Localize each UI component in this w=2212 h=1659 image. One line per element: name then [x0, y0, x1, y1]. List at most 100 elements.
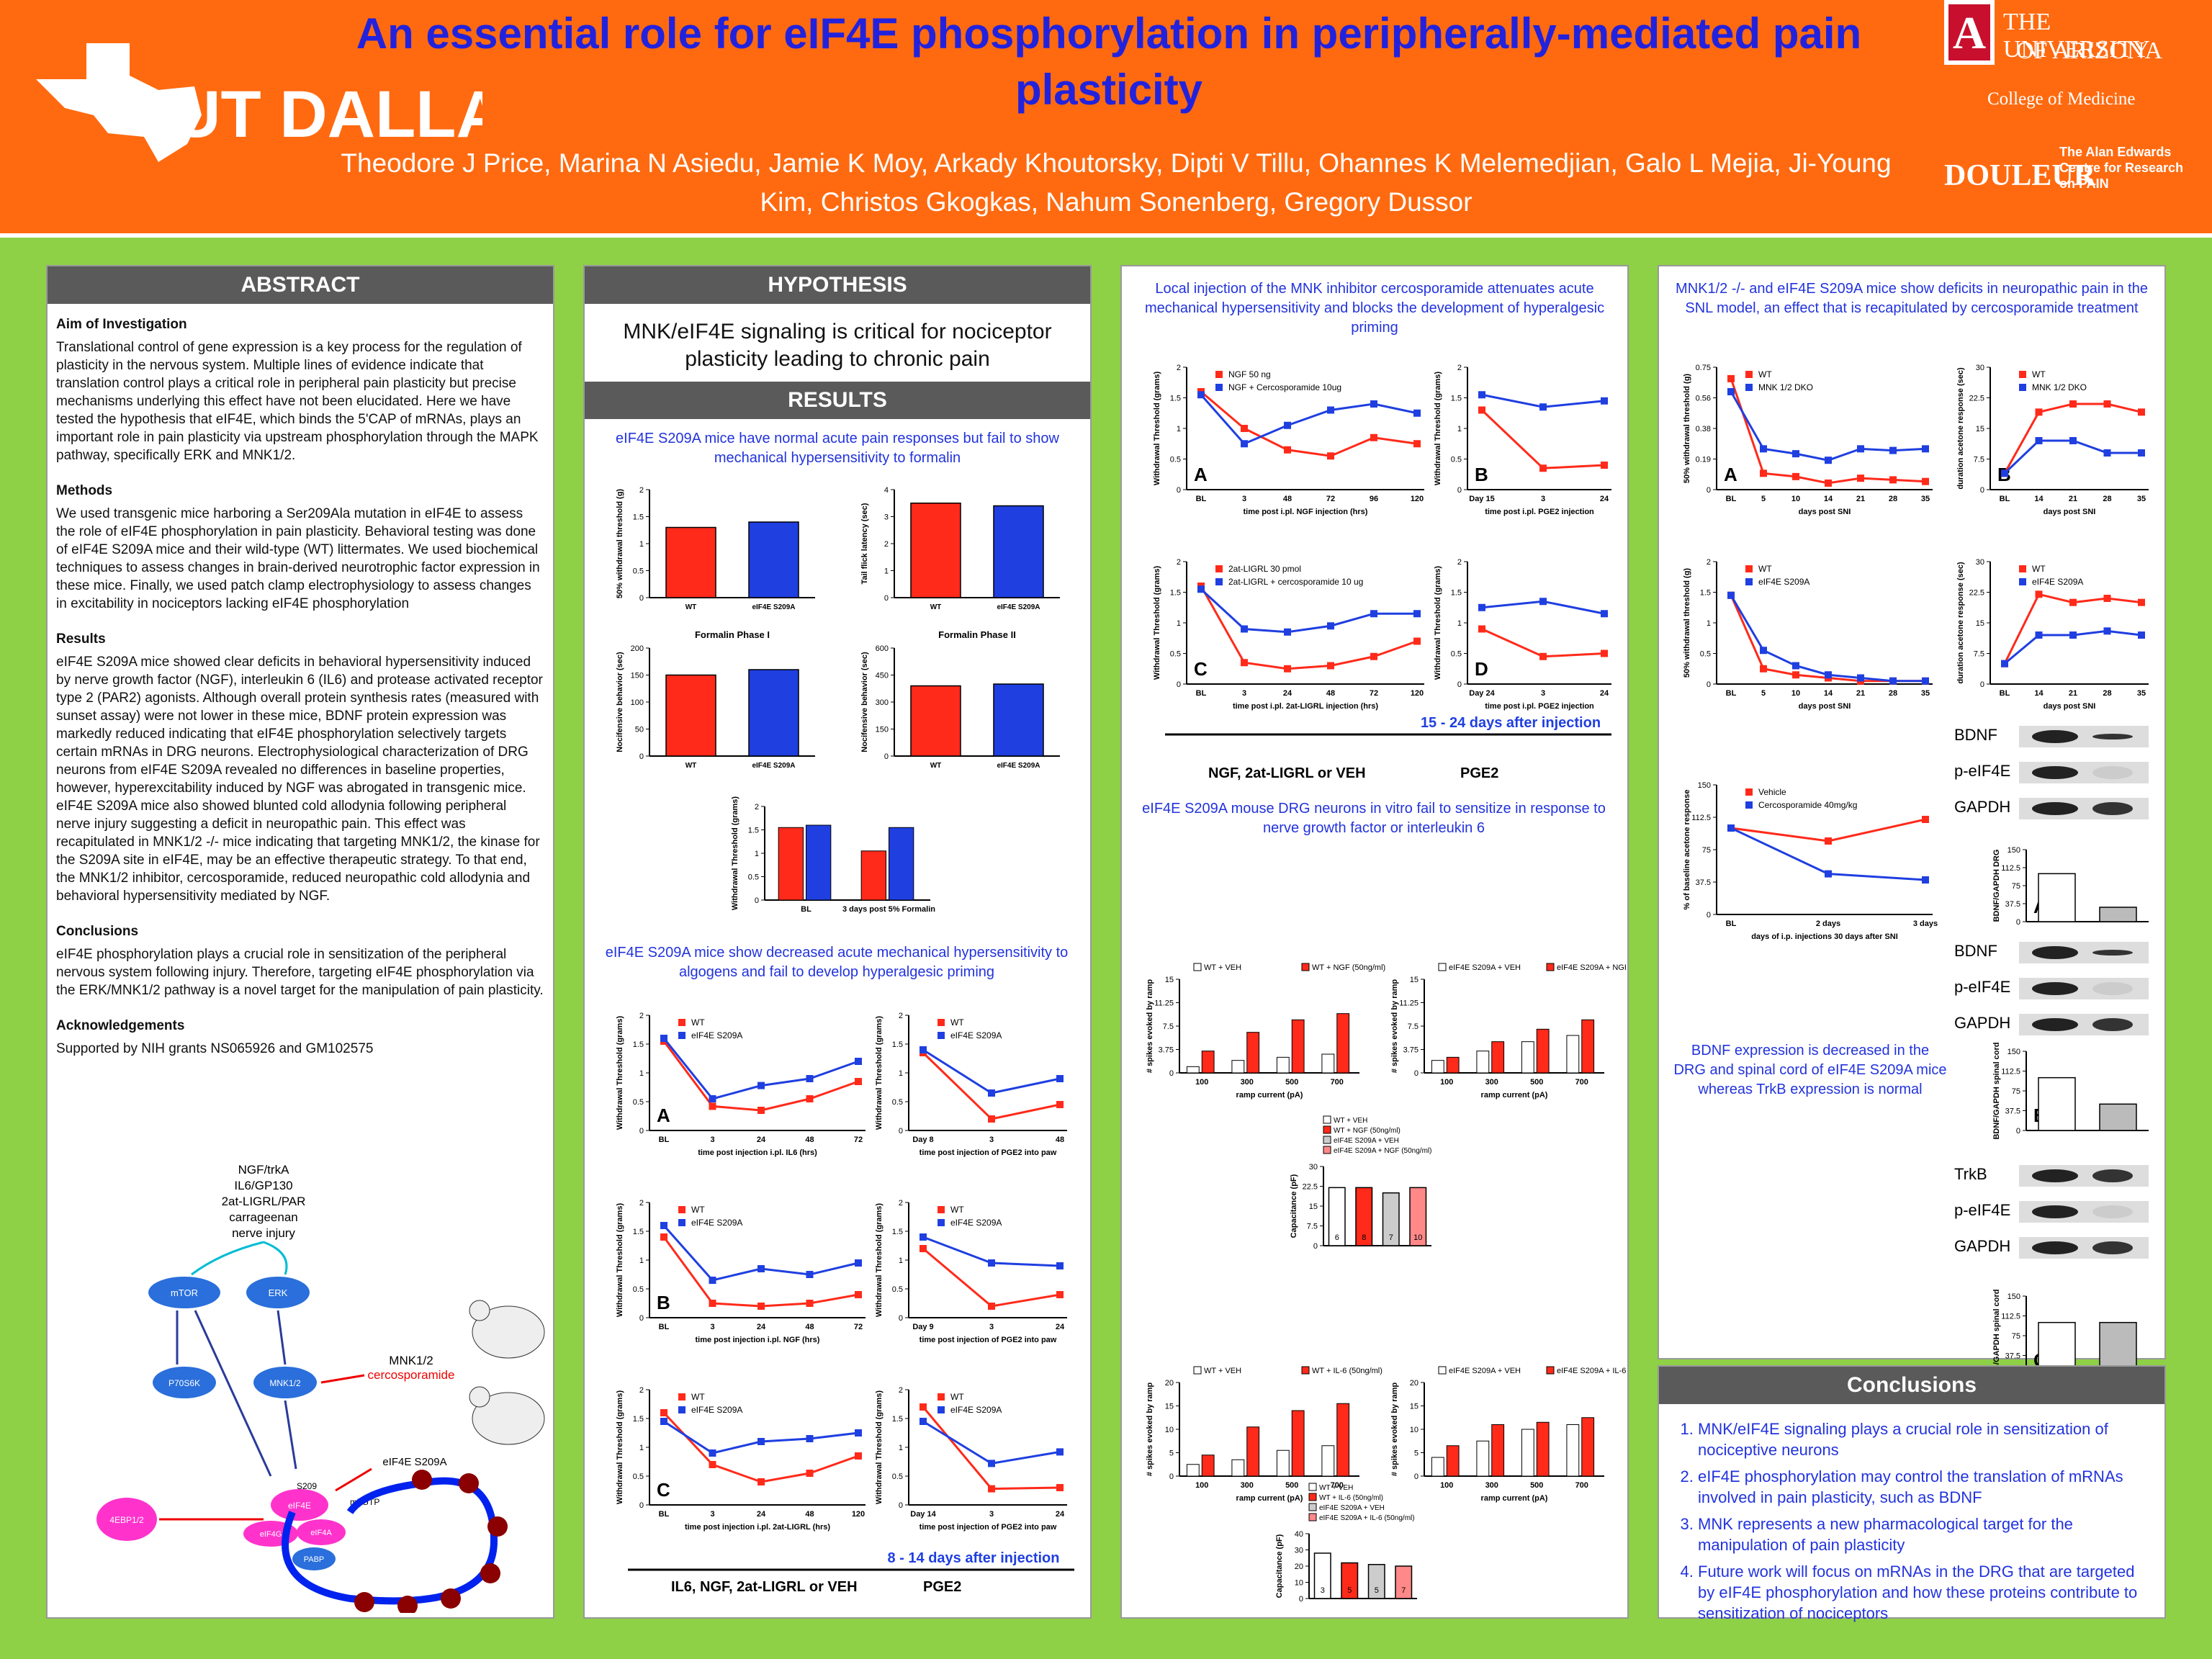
- y-tick-label: 10: [1165, 1426, 1174, 1434]
- bar: [1536, 1421, 1550, 1477]
- x-axis-label: days post SNI: [1799, 508, 1851, 516]
- data-point: [2069, 437, 2077, 444]
- x-tick-label: 3: [1541, 495, 1545, 503]
- x-tick-label: 72: [854, 1323, 863, 1331]
- x-axis-label: days post SNI: [2044, 702, 2096, 711]
- x-tick-label: 300: [1485, 1481, 1498, 1490]
- legend-label: WT + VEH: [1204, 1367, 1241, 1375]
- data-point: [1327, 452, 1334, 460]
- blot-label: p-eIF4E: [1954, 978, 2010, 996]
- data-point: [1413, 440, 1421, 448]
- legend-marker: [1745, 801, 1753, 809]
- legend-label: 2at-LIGRL 30 pmol: [1228, 564, 1301, 574]
- data-point: [2035, 408, 2043, 416]
- bar: [1276, 1449, 1290, 1477]
- legend-label: WT + VEH: [1204, 963, 1241, 972]
- blot-band: [2092, 1018, 2133, 1031]
- series-line: [1481, 628, 1605, 658]
- legend-marker: [2019, 565, 2026, 572]
- panel-letter: A: [657, 1105, 670, 1126]
- data-point: [1857, 445, 1864, 453]
- x-tick-label: 24: [757, 1510, 766, 1519]
- data-point: [988, 1485, 995, 1493]
- x-tick-label: 14: [1824, 495, 1833, 503]
- chart-formalin-threshold: 0 0.5 1 1.5 2 50% withdrawal threshold (g) WT e…: [616, 486, 815, 611]
- bar: [2038, 873, 2076, 922]
- series-line: [2003, 439, 2141, 475]
- y-tick-label: 1: [639, 1256, 644, 1265]
- y-tick-label: 0.5: [748, 873, 759, 882]
- x-tick-label: 48: [805, 1510, 814, 1519]
- x-axis-label: time post injection of PGE2 into paw: [920, 1148, 1057, 1157]
- data-point: [1056, 1262, 1064, 1269]
- y-tick-label: 1.5: [633, 1228, 644, 1236]
- legend-label: NGF 50 ng: [1228, 369, 1271, 379]
- y-tick-label: 600: [876, 644, 889, 653]
- x-tick-label: WT: [930, 603, 942, 611]
- y-tick-label: 22.5: [1303, 1183, 1318, 1192]
- data-point: [1857, 674, 1864, 682]
- data-point: [660, 1409, 667, 1416]
- legend-label: WT: [950, 1392, 964, 1402]
- legend-marker: [1308, 1503, 1317, 1511]
- blot-label: GAPDH: [1954, 1014, 2010, 1032]
- timeline-a: NGF, 2at-LIGRL or VEH: [1208, 765, 1366, 781]
- data-point: [855, 1291, 862, 1298]
- x-tick-label: 72: [854, 1136, 863, 1144]
- y-tick-label: 2: [1457, 558, 1462, 567]
- x-axis-label: time post injection of PGE2 into paw: [920, 1523, 1057, 1532]
- legend-label: eIF4E S209A + VEH: [1334, 1137, 1399, 1145]
- panel-letter: A: [1724, 464, 1737, 485]
- results-panel-1: HYPOTHESIS MNK/eIF4E signaling is critic…: [583, 265, 1092, 1619]
- y-tick-label: 1.5: [1451, 589, 1462, 598]
- y-tick-label: 40: [1295, 1530, 1303, 1539]
- y-tick-label: 15: [1165, 1403, 1174, 1411]
- eif4a-node: [297, 1519, 346, 1545]
- blot-band: [2032, 730, 2078, 743]
- blot-label: TrkB: [1954, 1165, 1987, 1183]
- douleur-logo: DOULEUR: [1944, 159, 2096, 192]
- y-tick-label: 0: [1707, 680, 1711, 689]
- blot-label: GAPDH: [1954, 798, 2010, 816]
- legend-marker: [1546, 1366, 1555, 1375]
- legend-label: eIF4E S209A + NGF (50ng/ml): [1334, 1147, 1431, 1155]
- y-tick-label: 30: [1976, 558, 1984, 567]
- y-tick-label: 37.5: [2005, 1352, 2020, 1361]
- input-3: carrageenan: [229, 1210, 297, 1224]
- chart-snl-mnk-a: 0 0.19 0.38 0.56 0.75 50% withdrawal threshol…: [1683, 364, 1933, 516]
- y-tick-label: 1: [1457, 425, 1462, 433]
- x-tick-label: 48: [1326, 689, 1335, 698]
- y-tick-label: 2: [884, 540, 889, 549]
- data-point: [660, 1233, 667, 1241]
- series-line: [1200, 585, 1418, 670]
- x-axis-label: ramp current (pA): [1236, 1494, 1303, 1503]
- legend-label: eIF4E S209A + IL-6 (50ng/ml): [1557, 1367, 1626, 1375]
- bar: [860, 850, 886, 901]
- n-label: 3: [1321, 1586, 1325, 1595]
- x-tick-label: 10: [1791, 689, 1800, 698]
- blot-label: p-eIF4E: [1954, 1201, 2010, 1219]
- arizona-logo: A THE UNIVERSITY OF ARIZONA College of M…: [1944, 0, 2189, 238]
- bar: [1313, 1552, 1331, 1599]
- aim-heading: Aim of Investigation: [56, 317, 187, 332]
- data-point: [2138, 449, 2145, 457]
- blot-band: [2032, 766, 2078, 779]
- n-label: 5: [1347, 1586, 1352, 1595]
- x-tick-label: WT: [685, 762, 697, 770]
- timeline-label: 8 - 14 days after injection: [888, 1550, 1060, 1566]
- x-tick-label: eIF4E S209A: [997, 762, 1040, 770]
- author-list: Theodore J Price, Marina N Asiedu, Jamie…: [341, 148, 1892, 217]
- x-tick-label: 28: [1889, 495, 1897, 503]
- x-tick-label: 14: [2034, 495, 2044, 503]
- blot-band: [2092, 1205, 2133, 1218]
- bar: [1341, 1562, 1359, 1599]
- y-tick-label: 112.5: [1691, 814, 1711, 822]
- electrophysiology-charts: 0 3.75 7.5 11.25 15 # spikes evoked by ramp ra…: [1146, 963, 1626, 1604]
- x-tick-label: 48: [805, 1323, 814, 1331]
- y-tick-label: 0.5: [1170, 650, 1181, 659]
- western-blot: BDNF p-eIF4E GAPDH: [1954, 942, 2149, 1035]
- y-axis-label: Tail flick latency (sec): [860, 503, 869, 584]
- y-tick-label: 1.5: [892, 1040, 903, 1049]
- data-point: [1327, 662, 1334, 670]
- legend-label: NGF + Cercosporamide 10ug: [1228, 382, 1341, 392]
